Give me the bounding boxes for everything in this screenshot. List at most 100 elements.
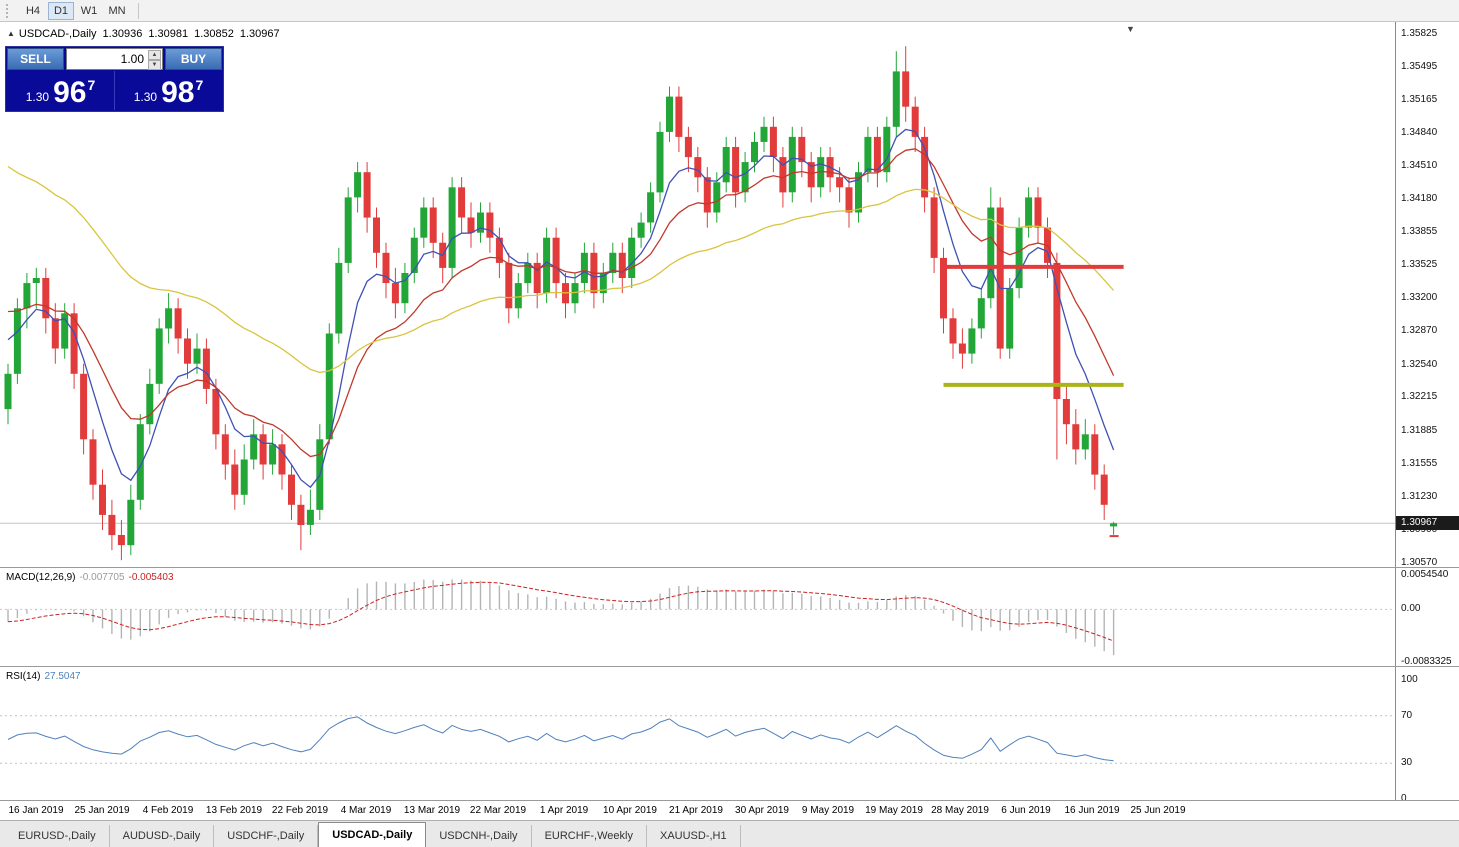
time-axis-label: 10 Apr 2019 — [603, 805, 657, 816]
one-click-trading-panel: SELL 1.00 ▲ ▼ BUY 1.30 96 7 1.30 — [5, 46, 224, 112]
price-axis-label: 1.34180 — [1401, 193, 1438, 205]
timeframe-button-d1[interactable]: D1 — [48, 1, 74, 20]
volume-decrease-icon[interactable]: ▼ — [148, 60, 161, 70]
chart-tabs-bar: EURUSD-,Daily AUDUSD-,Daily USDCHF-,Daily U… — [0, 820, 1459, 847]
buy-price-display[interactable]: 1.30 98 7 — [115, 71, 222, 110]
time-axis-label: 4 Feb 2019 — [142, 805, 194, 816]
sell-button[interactable]: SELL — [7, 48, 64, 70]
rsi-indicator-panel[interactable]: RSI(14) 27.5047 100 70 30 0 — [0, 666, 1459, 804]
buy-price-prefix: 1.30 — [133, 90, 158, 104]
price-axis-label: 1.35495 — [1401, 60, 1438, 72]
time-axis-label: 28 May 2019 — [931, 805, 989, 816]
price-axis-label: 1.33855 — [1401, 226, 1438, 238]
price-axis-label: 1.32215 — [1401, 391, 1438, 403]
time-axis-label: 19 May 2019 — [865, 805, 923, 816]
candlestick-chart[interactable] — [0, 22, 1395, 567]
chart-tab-usdcad[interactable]: USDCAD-,Daily — [318, 822, 427, 847]
price-axis-label: 1.34840 — [1401, 126, 1438, 138]
price-axis-label: 1.31230 — [1401, 490, 1438, 502]
time-axis[interactable]: 16 Jan 2019 25 Jan 2019 4 Feb 2019 13 Feb 2… — [0, 800, 1459, 820]
price-axis-label: 1.34510 — [1401, 160, 1438, 172]
buy-button[interactable]: BUY — [165, 48, 222, 70]
ohlc-low: 1.30852 — [194, 28, 234, 40]
macd-chart[interactable] — [0, 569, 1395, 666]
macd-indicator-panel[interactable]: MACD(12,26,9) -0.007705 -0.005403 0.005454… — [0, 567, 1459, 667]
price-axis-label: 1.35825 — [1401, 27, 1438, 39]
trade-prices-row: 1.30 96 7 1.30 98 7 — [7, 71, 222, 110]
chart-tab-eurusd[interactable]: EURUSD-,Daily — [5, 825, 110, 847]
timeframe-button-mn[interactable]: MN — [108, 4, 126, 17]
price-axis-label: 1.33525 — [1401, 259, 1438, 271]
sell-price-digits: 96 — [53, 76, 87, 109]
collapse-panel-icon[interactable]: ▲ — [7, 29, 15, 38]
timeframe-group: H4 D1 W1 MN — [19, 1, 131, 20]
rsi-name: RSI(14) — [6, 671, 41, 682]
current-price-badge: 1.30967 — [1396, 516, 1459, 531]
ohlc-close: 1.30967 — [239, 28, 280, 40]
macd-name: MACD(12,26,9) — [6, 572, 76, 583]
macd-axis[interactable]: 0.0054540 0.00 -0.0083325 — [1395, 568, 1459, 667]
macd-plot-layer — [0, 579, 1395, 656]
volume-value[interactable]: 1.00 — [120, 52, 144, 66]
time-axis-label: 25 Jan 2019 — [74, 805, 130, 816]
main-chart-panel[interactable]: ▲ USDCAD-,Daily 1.30936 1.30981 1.30852 1.309… — [0, 22, 1459, 569]
price-plot-layer — [0, 46, 1395, 561]
time-axis-label: 22 Mar 2019 — [469, 805, 527, 816]
time-axis-label: 16 Jun 2019 — [1064, 805, 1120, 816]
time-axis-label: 4 Mar 2019 — [340, 805, 392, 816]
sell-price-prefix: 1.30 — [25, 90, 50, 104]
sell-price-pipette: 7 — [87, 77, 96, 93]
macd-axis-label: 0.0054540 — [1401, 569, 1449, 580]
price-axis[interactable]: 1.305701.309001.312301.315551.318851.322… — [1395, 22, 1459, 569]
time-axis-label: 21 Apr 2019 — [669, 805, 723, 816]
sell-price-display[interactable]: 1.30 96 7 — [7, 71, 115, 110]
chart-tab-xauusd[interactable]: XAUUSD-,H1 — [647, 825, 741, 847]
time-axis-label: 13 Mar 2019 — [403, 805, 461, 816]
rsi-axis-label: 30 — [1401, 757, 1413, 769]
chart-tab-eurchf[interactable]: EURCHF-,Weekly — [532, 825, 647, 847]
time-axis-label: 25 Jun 2019 — [1130, 805, 1186, 816]
toolbar-separator — [138, 2, 139, 19]
price-axis-label: 1.33200 — [1401, 292, 1438, 304]
rsi-chart[interactable] — [0, 668, 1395, 800]
volume-field[interactable]: 1.00 ▲ ▼ — [66, 48, 163, 70]
macd-main-value: -0.007705 — [79, 572, 125, 583]
timeframe-button-h4[interactable]: H4 — [25, 4, 41, 17]
chart-shift-marker-icon[interactable]: ▼ — [1126, 24, 1135, 34]
time-axis-label: 16 Jan 2019 — [8, 805, 64, 816]
price-axis-label: 1.32540 — [1401, 358, 1438, 370]
macd-signal-value: -0.005403 — [128, 572, 174, 583]
buy-price-pipette: 7 — [195, 77, 204, 93]
chart-header: ▲ USDCAD-,Daily 1.30936 1.30981 1.30852 1.309… — [7, 28, 280, 40]
volume-increase-icon[interactable]: ▲ — [148, 50, 161, 60]
rsi-value: 27.5047 — [44, 671, 81, 682]
chart-tab-usdcnh[interactable]: USDCNH-,Daily — [426, 825, 532, 847]
chart-tab-audusd[interactable]: AUDUSD-,Daily — [110, 825, 215, 847]
time-axis-label: 1 Apr 2019 — [539, 805, 589, 816]
chart-tab-usdchf[interactable]: USDCHF-,Daily — [214, 825, 319, 847]
time-axis-label: 9 May 2019 — [801, 805, 855, 816]
price-axis-label: 1.35165 — [1401, 94, 1438, 106]
macd-axis-label: 0.00 — [1401, 603, 1421, 615]
rsi-label: RSI(14) 27.5047 — [6, 671, 81, 682]
price-axis-label: 1.30570 — [1401, 557, 1438, 569]
time-axis-label: 13 Feb 2019 — [205, 805, 263, 816]
rsi-axis[interactable]: 100 70 30 0 — [1395, 667, 1459, 804]
volume-spinner: ▲ ▼ — [148, 50, 161, 70]
price-axis-label: 1.32870 — [1401, 325, 1438, 337]
timeframe-button-w1[interactable]: W1 — [80, 4, 98, 17]
ohlc-open: 1.30936 — [102, 28, 143, 40]
macd-axis-label: -0.0083325 — [1401, 656, 1452, 667]
rsi-axis-label: 70 — [1401, 709, 1413, 721]
time-axis-label: 6 Jun 2019 — [1001, 805, 1051, 816]
rsi-axis-label: 100 — [1401, 674, 1418, 685]
price-axis-label: 1.31555 — [1401, 457, 1438, 469]
trade-controls-row: SELL 1.00 ▲ ▼ BUY — [7, 48, 222, 70]
time-axis-label: 22 Feb 2019 — [271, 805, 329, 816]
chart-symbol-label: USDCAD-,Daily — [18, 28, 97, 40]
rsi-plot-layer — [0, 715, 1395, 764]
toolbar-grip[interactable] — [6, 3, 11, 18]
macd-label: MACD(12,26,9) -0.007705 -0.005403 — [6, 572, 174, 583]
buy-price-digits: 98 — [161, 76, 195, 109]
